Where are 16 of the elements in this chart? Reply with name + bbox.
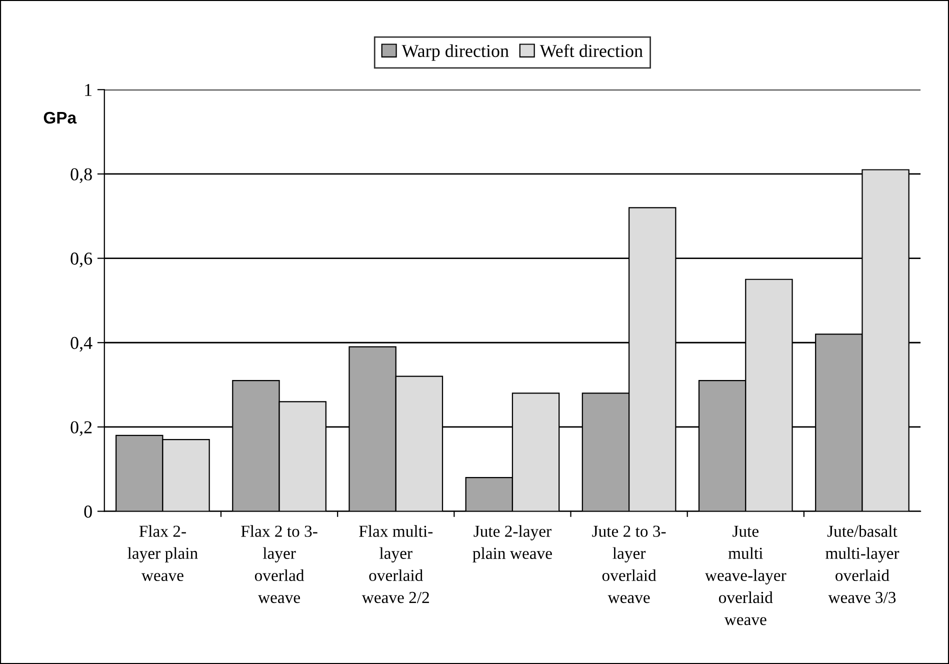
legend-label: Warp direction <box>402 44 509 61</box>
y-tick-label: 0 <box>84 506 92 518</box>
x-tick-label: Jute multi weave-layer overlaid weave <box>704 526 786 626</box>
x-tick-label: Flax multi- layer overlaid weave 2/2 <box>359 525 433 604</box>
x-tick-label: Jute 2-layer plain weave <box>472 525 552 562</box>
y-axis-title: GPa <box>44 112 77 124</box>
y-tick-label: 1 <box>85 84 92 96</box>
x-tick-label: Jute 2 to 3- layer overlaid weave <box>592 526 666 604</box>
y-tick-label: 0,6 <box>70 252 92 268</box>
y-tick-label: 0,2 <box>70 421 92 436</box>
x-tick-label: Flax 2 to 3- layer overlad weave <box>241 525 318 604</box>
legend-label: Weft direction <box>540 44 643 58</box>
x-tick-label: Flax 2- layer plain weave <box>128 525 198 582</box>
x-tick-label: Jute/basalt multi-layer overlaid weave 3/3 <box>826 525 900 604</box>
y-tick-label: 0,4 <box>70 336 92 352</box>
y-tick-label: 0,8 <box>70 168 92 184</box>
